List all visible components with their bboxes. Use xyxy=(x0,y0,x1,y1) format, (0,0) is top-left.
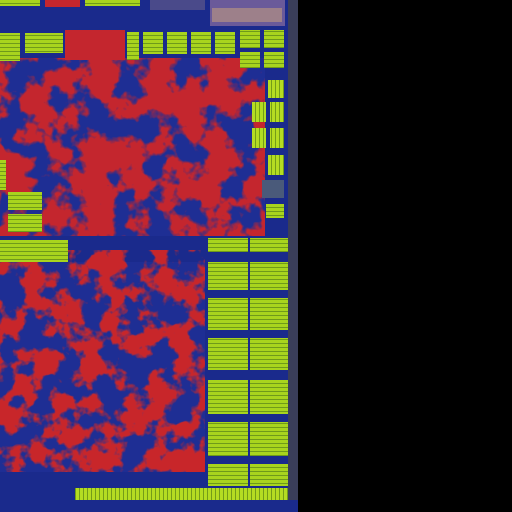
block xyxy=(266,204,284,218)
block xyxy=(0,160,6,190)
block xyxy=(208,262,248,290)
block xyxy=(268,155,284,175)
block xyxy=(0,0,40,6)
block xyxy=(212,8,282,22)
block xyxy=(264,52,284,68)
logic-region xyxy=(0,58,265,236)
block xyxy=(252,102,266,122)
logic-region xyxy=(65,30,125,60)
cache-column xyxy=(208,238,288,486)
block xyxy=(250,262,288,290)
block xyxy=(208,238,248,252)
block xyxy=(208,422,248,456)
block xyxy=(240,52,260,68)
block xyxy=(252,128,266,148)
die-edge xyxy=(0,500,298,512)
block xyxy=(85,0,140,6)
block xyxy=(250,238,288,252)
block xyxy=(264,30,284,48)
block xyxy=(250,422,288,456)
block xyxy=(143,32,163,54)
block xyxy=(45,0,80,7)
block xyxy=(250,298,288,330)
block xyxy=(240,30,260,48)
edge-strip xyxy=(288,0,298,512)
block xyxy=(127,32,139,60)
block xyxy=(8,192,42,210)
block xyxy=(150,0,205,10)
block xyxy=(250,338,288,370)
block xyxy=(208,338,248,370)
block xyxy=(208,464,248,486)
block xyxy=(167,32,187,54)
block xyxy=(208,298,248,330)
block xyxy=(262,180,284,198)
block xyxy=(0,240,68,262)
block xyxy=(270,128,284,148)
block xyxy=(0,33,20,61)
block xyxy=(215,32,235,54)
block xyxy=(191,32,211,54)
block xyxy=(25,33,63,53)
block xyxy=(75,488,288,500)
block xyxy=(250,380,288,414)
block xyxy=(208,380,248,414)
logic-region xyxy=(0,250,205,472)
block xyxy=(268,80,284,98)
block xyxy=(270,102,284,122)
block xyxy=(250,464,288,486)
block xyxy=(8,214,42,232)
